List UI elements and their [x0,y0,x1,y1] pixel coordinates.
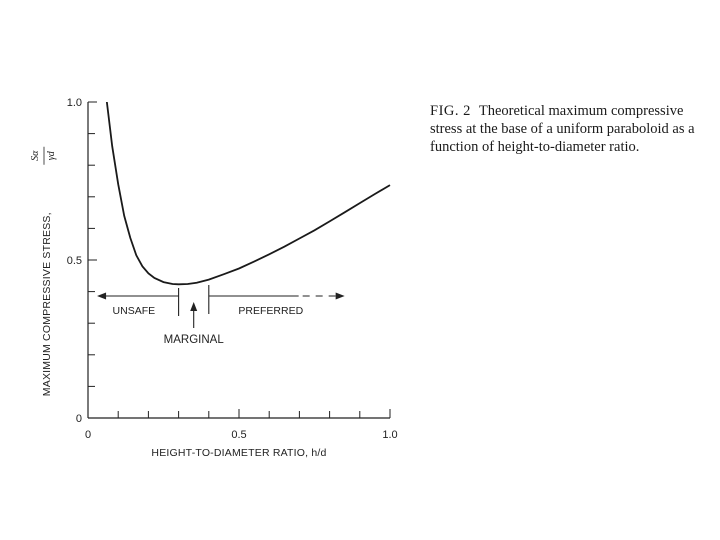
series-line [105,102,391,286]
marginal-arrowhead [190,302,198,311]
x-tick-label: 1.0 [382,429,397,441]
preferred-arrowhead [335,292,345,300]
y-tick-label: 0.5 [67,255,82,267]
x-tick-label: 0.5 [231,429,246,441]
preferred-label: PREFERRED [238,305,303,317]
y-tick-label: 1.0 [67,97,82,109]
regions-layer: UNSAFE PREFERRED MARGINAL [97,285,345,346]
unsafe-label: UNSAFE [113,305,156,317]
x-tick-label: 0 [85,429,91,441]
tick-labels: 0 0.5 1.0 0 0.5 1.0 [67,97,398,441]
figure-caption: FIG. 2 Theoretical maximum compressive st… [430,102,700,156]
y-axis-label-denominator: γd [46,150,57,160]
caption-text: Theoretical maximum compressive stress a… [430,103,695,155]
series-layer [105,102,391,286]
y-axis-label-numerator: Sα [30,150,41,161]
unsafe-arrowhead [97,292,107,300]
marginal-label: MARGINAL [164,334,225,346]
figure-number: FIG. 2 [430,103,471,119]
y-tick-label: 0 [76,413,82,425]
y-axis-label-group: MAXIMUM COMPRESSIVE STRESS, Sα γd [30,146,57,396]
axes [87,102,390,419]
y-axis-label: MAXIMUM COMPRESSIVE STRESS, [41,212,53,396]
x-axis-label: HEIGHT-TO-DIAMETER RATIO, h/d [151,447,326,459]
ticks [87,101,391,419]
